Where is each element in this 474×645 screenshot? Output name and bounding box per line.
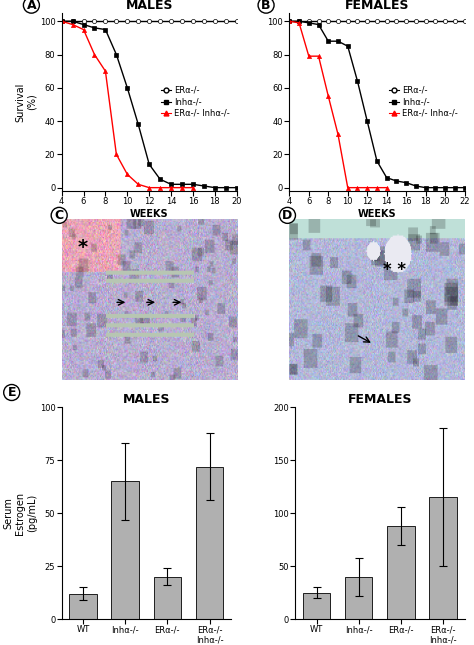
Title: FEMALES: FEMALES bbox=[345, 0, 409, 12]
Bar bbox=[303, 593, 330, 619]
X-axis label: WEEKS: WEEKS bbox=[130, 209, 169, 219]
Bar bbox=[196, 466, 223, 619]
Y-axis label: Survival
(%): Survival (%) bbox=[15, 83, 37, 122]
Text: A: A bbox=[27, 0, 36, 12]
Legend: ERα-/-, Inhα-/-, ERα-/- Inhα-/-: ERα-/-, Inhα-/-, ERα-/- Inhα-/- bbox=[386, 83, 460, 121]
Title: FEMALES: FEMALES bbox=[347, 393, 412, 406]
Bar bbox=[387, 526, 415, 619]
Text: E: E bbox=[8, 386, 16, 399]
X-axis label: WEEKS: WEEKS bbox=[357, 209, 396, 219]
Text: * *: * * bbox=[383, 261, 406, 279]
Y-axis label: Serum
Estrogen
(pg/mL): Serum Estrogen (pg/mL) bbox=[4, 491, 37, 535]
Bar bbox=[345, 577, 373, 619]
Text: C: C bbox=[55, 209, 64, 222]
Text: D: D bbox=[283, 209, 292, 222]
Bar bbox=[69, 594, 97, 619]
Bar bbox=[111, 481, 139, 619]
Title: MALES: MALES bbox=[122, 393, 170, 406]
Bar bbox=[154, 577, 181, 619]
Bar bbox=[429, 497, 457, 619]
Text: B: B bbox=[261, 0, 271, 12]
Title: MALES: MALES bbox=[126, 0, 173, 12]
Legend: ERα-/-, Inhα-/-, ERα-/- Inhα-/-: ERα-/-, Inhα-/-, ERα-/- Inhα-/- bbox=[158, 83, 233, 121]
Text: *: * bbox=[78, 238, 88, 257]
